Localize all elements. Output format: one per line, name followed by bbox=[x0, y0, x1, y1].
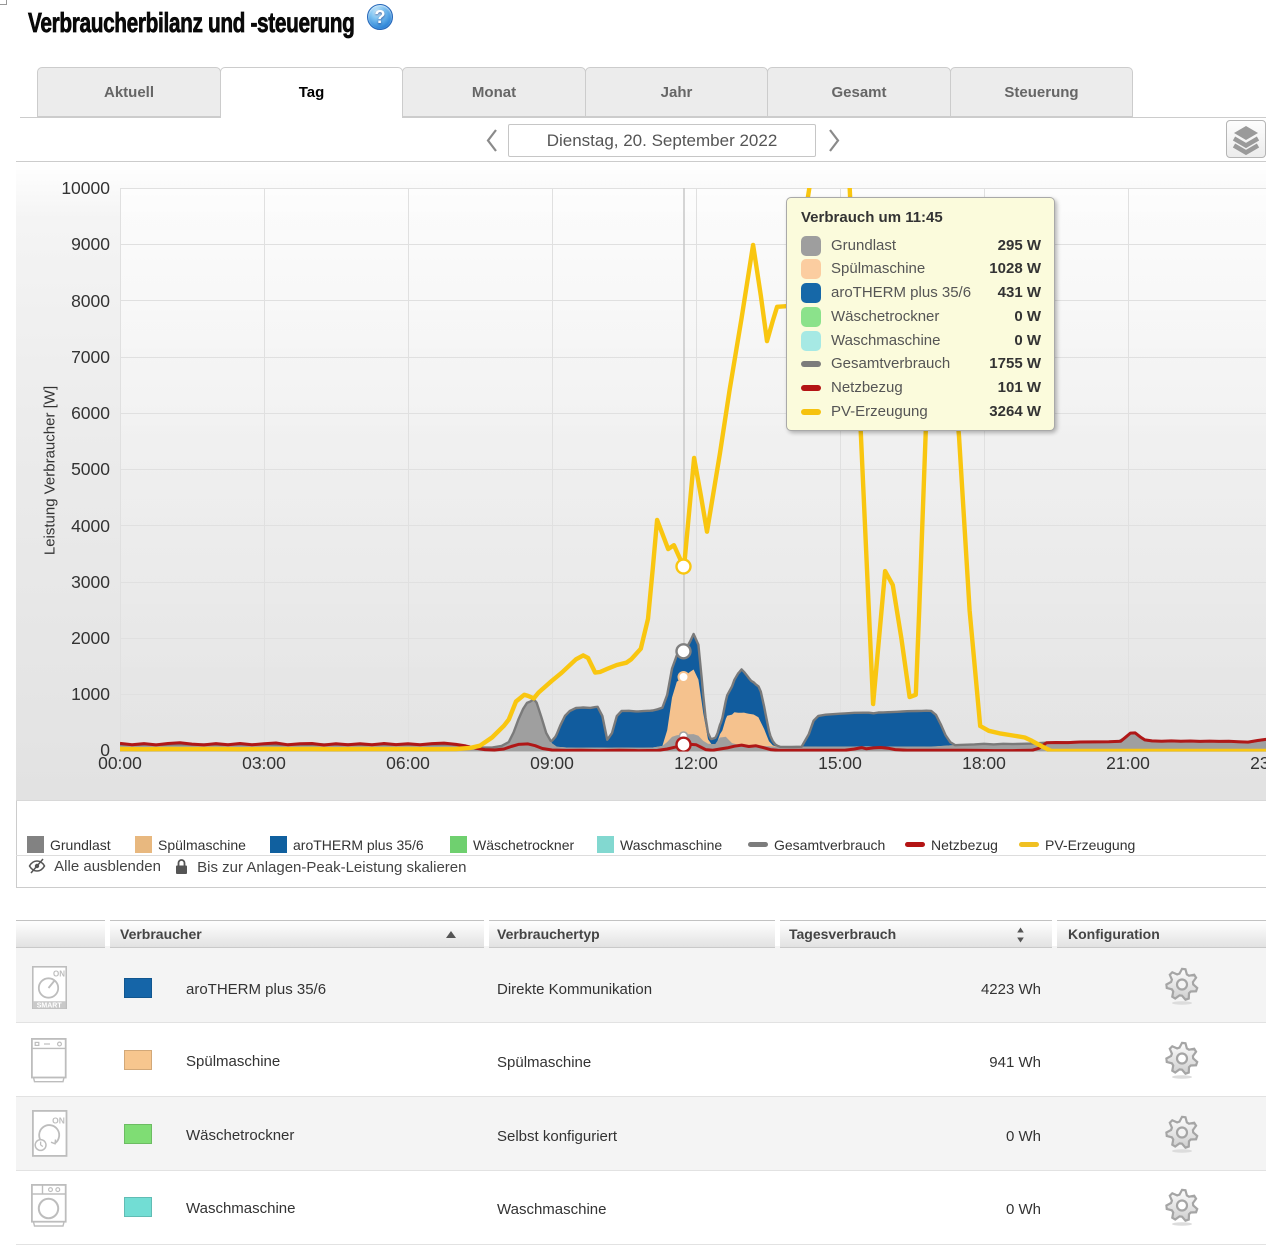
svg-text:SMART: SMART bbox=[37, 1002, 63, 1009]
svg-text:ON: ON bbox=[52, 1116, 65, 1126]
svg-text:ON: ON bbox=[53, 970, 65, 979]
